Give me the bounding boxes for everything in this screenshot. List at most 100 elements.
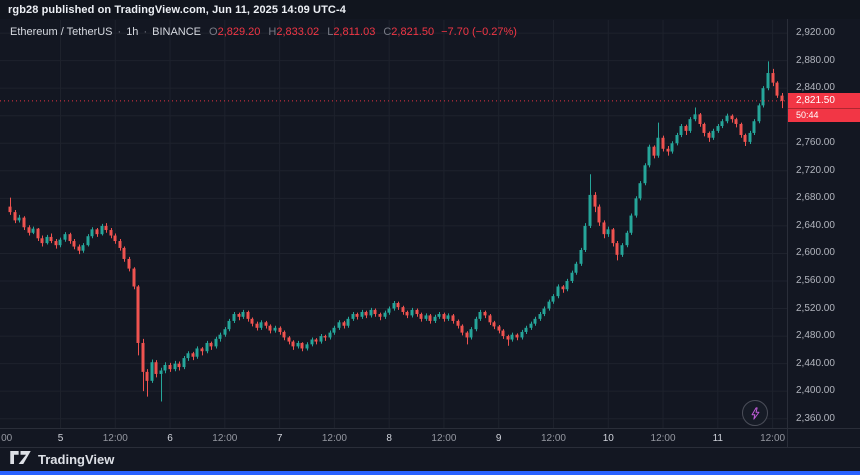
candle xyxy=(364,310,368,319)
candle xyxy=(456,319,460,329)
candle xyxy=(342,320,346,329)
candle xyxy=(259,320,263,330)
open-label: O xyxy=(209,26,218,38)
candle xyxy=(565,278,569,292)
candle xyxy=(492,320,496,330)
candle xyxy=(743,133,747,147)
candle xyxy=(702,122,706,137)
symbol-name[interactable]: Ethereum / TetherUS xyxy=(10,26,113,38)
candle xyxy=(748,130,752,144)
candle xyxy=(241,309,245,319)
candle xyxy=(22,216,26,231)
candle xyxy=(579,247,583,266)
candle xyxy=(246,310,250,322)
time-axis-label: 5 xyxy=(57,433,64,444)
low-value: 2,811.03 xyxy=(333,26,376,38)
last-price-label: 2,821.50 50:44 xyxy=(788,92,860,122)
time-axis-label: 00 xyxy=(1,433,13,444)
candle xyxy=(109,227,113,239)
candle xyxy=(725,113,729,124)
candle xyxy=(446,313,450,321)
time-axis-label: 10 xyxy=(602,433,614,444)
candle xyxy=(684,124,688,135)
price-axis-label: 2,720.00 xyxy=(796,164,835,176)
brand-name[interactable]: TradingView xyxy=(38,452,115,467)
candle xyxy=(469,327,473,340)
close-value: 2,821.50 xyxy=(391,26,435,38)
change-value: −7.70 (−0.27%) xyxy=(441,26,517,38)
chart-pane[interactable]: Ethereum / TetherUS · 1h · BINANCE O2,82… xyxy=(0,19,860,447)
candle xyxy=(460,324,464,336)
candle xyxy=(588,174,592,228)
price-axis-label: 2,600.00 xyxy=(796,247,835,259)
candle xyxy=(54,238,58,249)
candle xyxy=(497,325,501,334)
candle xyxy=(761,86,765,108)
candle xyxy=(547,299,551,311)
candle xyxy=(542,306,546,317)
lightning-icon xyxy=(748,406,763,421)
candle xyxy=(314,338,318,345)
candle xyxy=(474,316,478,332)
candle xyxy=(36,227,40,242)
candle xyxy=(141,338,145,392)
price-axis[interactable]: 2,360.00 2,400.00 2,440.00 2,480.00 2,520.00… xyxy=(788,19,860,447)
candle xyxy=(625,230,629,248)
candle xyxy=(698,112,702,127)
candle xyxy=(337,320,341,330)
boost-button[interactable] xyxy=(742,400,768,426)
candle xyxy=(606,226,610,237)
candle xyxy=(118,238,122,251)
candle xyxy=(451,314,455,324)
candle xyxy=(524,325,528,335)
candle xyxy=(643,163,647,186)
candle xyxy=(757,103,761,124)
candle xyxy=(90,227,94,239)
candle xyxy=(355,312,359,320)
candle xyxy=(392,300,396,311)
candle xyxy=(273,325,277,333)
candle xyxy=(72,238,76,250)
candle xyxy=(629,213,633,235)
candle xyxy=(182,356,186,370)
time-axis-label: 8 xyxy=(386,433,392,444)
price-axis-label: 2,880.00 xyxy=(796,54,835,66)
time-axis-label: 12:00 xyxy=(650,433,676,444)
candle xyxy=(200,347,204,356)
candle xyxy=(186,351,190,361)
time-axis-label: 12:00 xyxy=(760,433,786,444)
interval-label[interactable]: 1h xyxy=(126,26,139,38)
price-axis-label: 2,520.00 xyxy=(796,302,835,314)
candle xyxy=(205,340,209,354)
candle xyxy=(17,214,21,223)
candle xyxy=(570,270,574,284)
time-axis-label: 12:00 xyxy=(431,433,457,444)
candle xyxy=(305,342,309,351)
price-axis-label: 2,440.00 xyxy=(796,357,835,369)
bar-countdown: 50:44 xyxy=(788,107,860,122)
exchange-label[interactable]: BINANCE xyxy=(152,26,202,38)
time-axis-label: 6 xyxy=(167,433,173,444)
time-axis-label: 12:00 xyxy=(102,433,128,444)
candle xyxy=(369,307,373,318)
candle xyxy=(332,325,336,335)
candle xyxy=(31,226,35,235)
time-axis[interactable]: 00 5 12:00 6 12:00 7 12:00 8 12:00 9 12:00 10 12:00 1… xyxy=(0,430,788,447)
candle xyxy=(652,145,656,159)
candle xyxy=(209,341,213,350)
candlestick-canvas[interactable] xyxy=(0,19,860,447)
attribution-bar: rgb28 published on TradingView.com, Jun … xyxy=(0,0,860,19)
candle xyxy=(716,123,720,133)
price-axis-label: 2,360.00 xyxy=(796,412,835,424)
candle xyxy=(173,360,177,372)
candle xyxy=(405,310,409,319)
candle xyxy=(602,220,606,239)
candle xyxy=(561,285,565,293)
price-axis-label: 2,920.00 xyxy=(796,27,835,39)
candle xyxy=(693,107,697,122)
candle xyxy=(113,233,117,244)
tradingview-logo-icon[interactable] xyxy=(10,450,31,469)
candle xyxy=(13,210,17,224)
candle xyxy=(529,321,533,330)
candle xyxy=(775,81,779,98)
